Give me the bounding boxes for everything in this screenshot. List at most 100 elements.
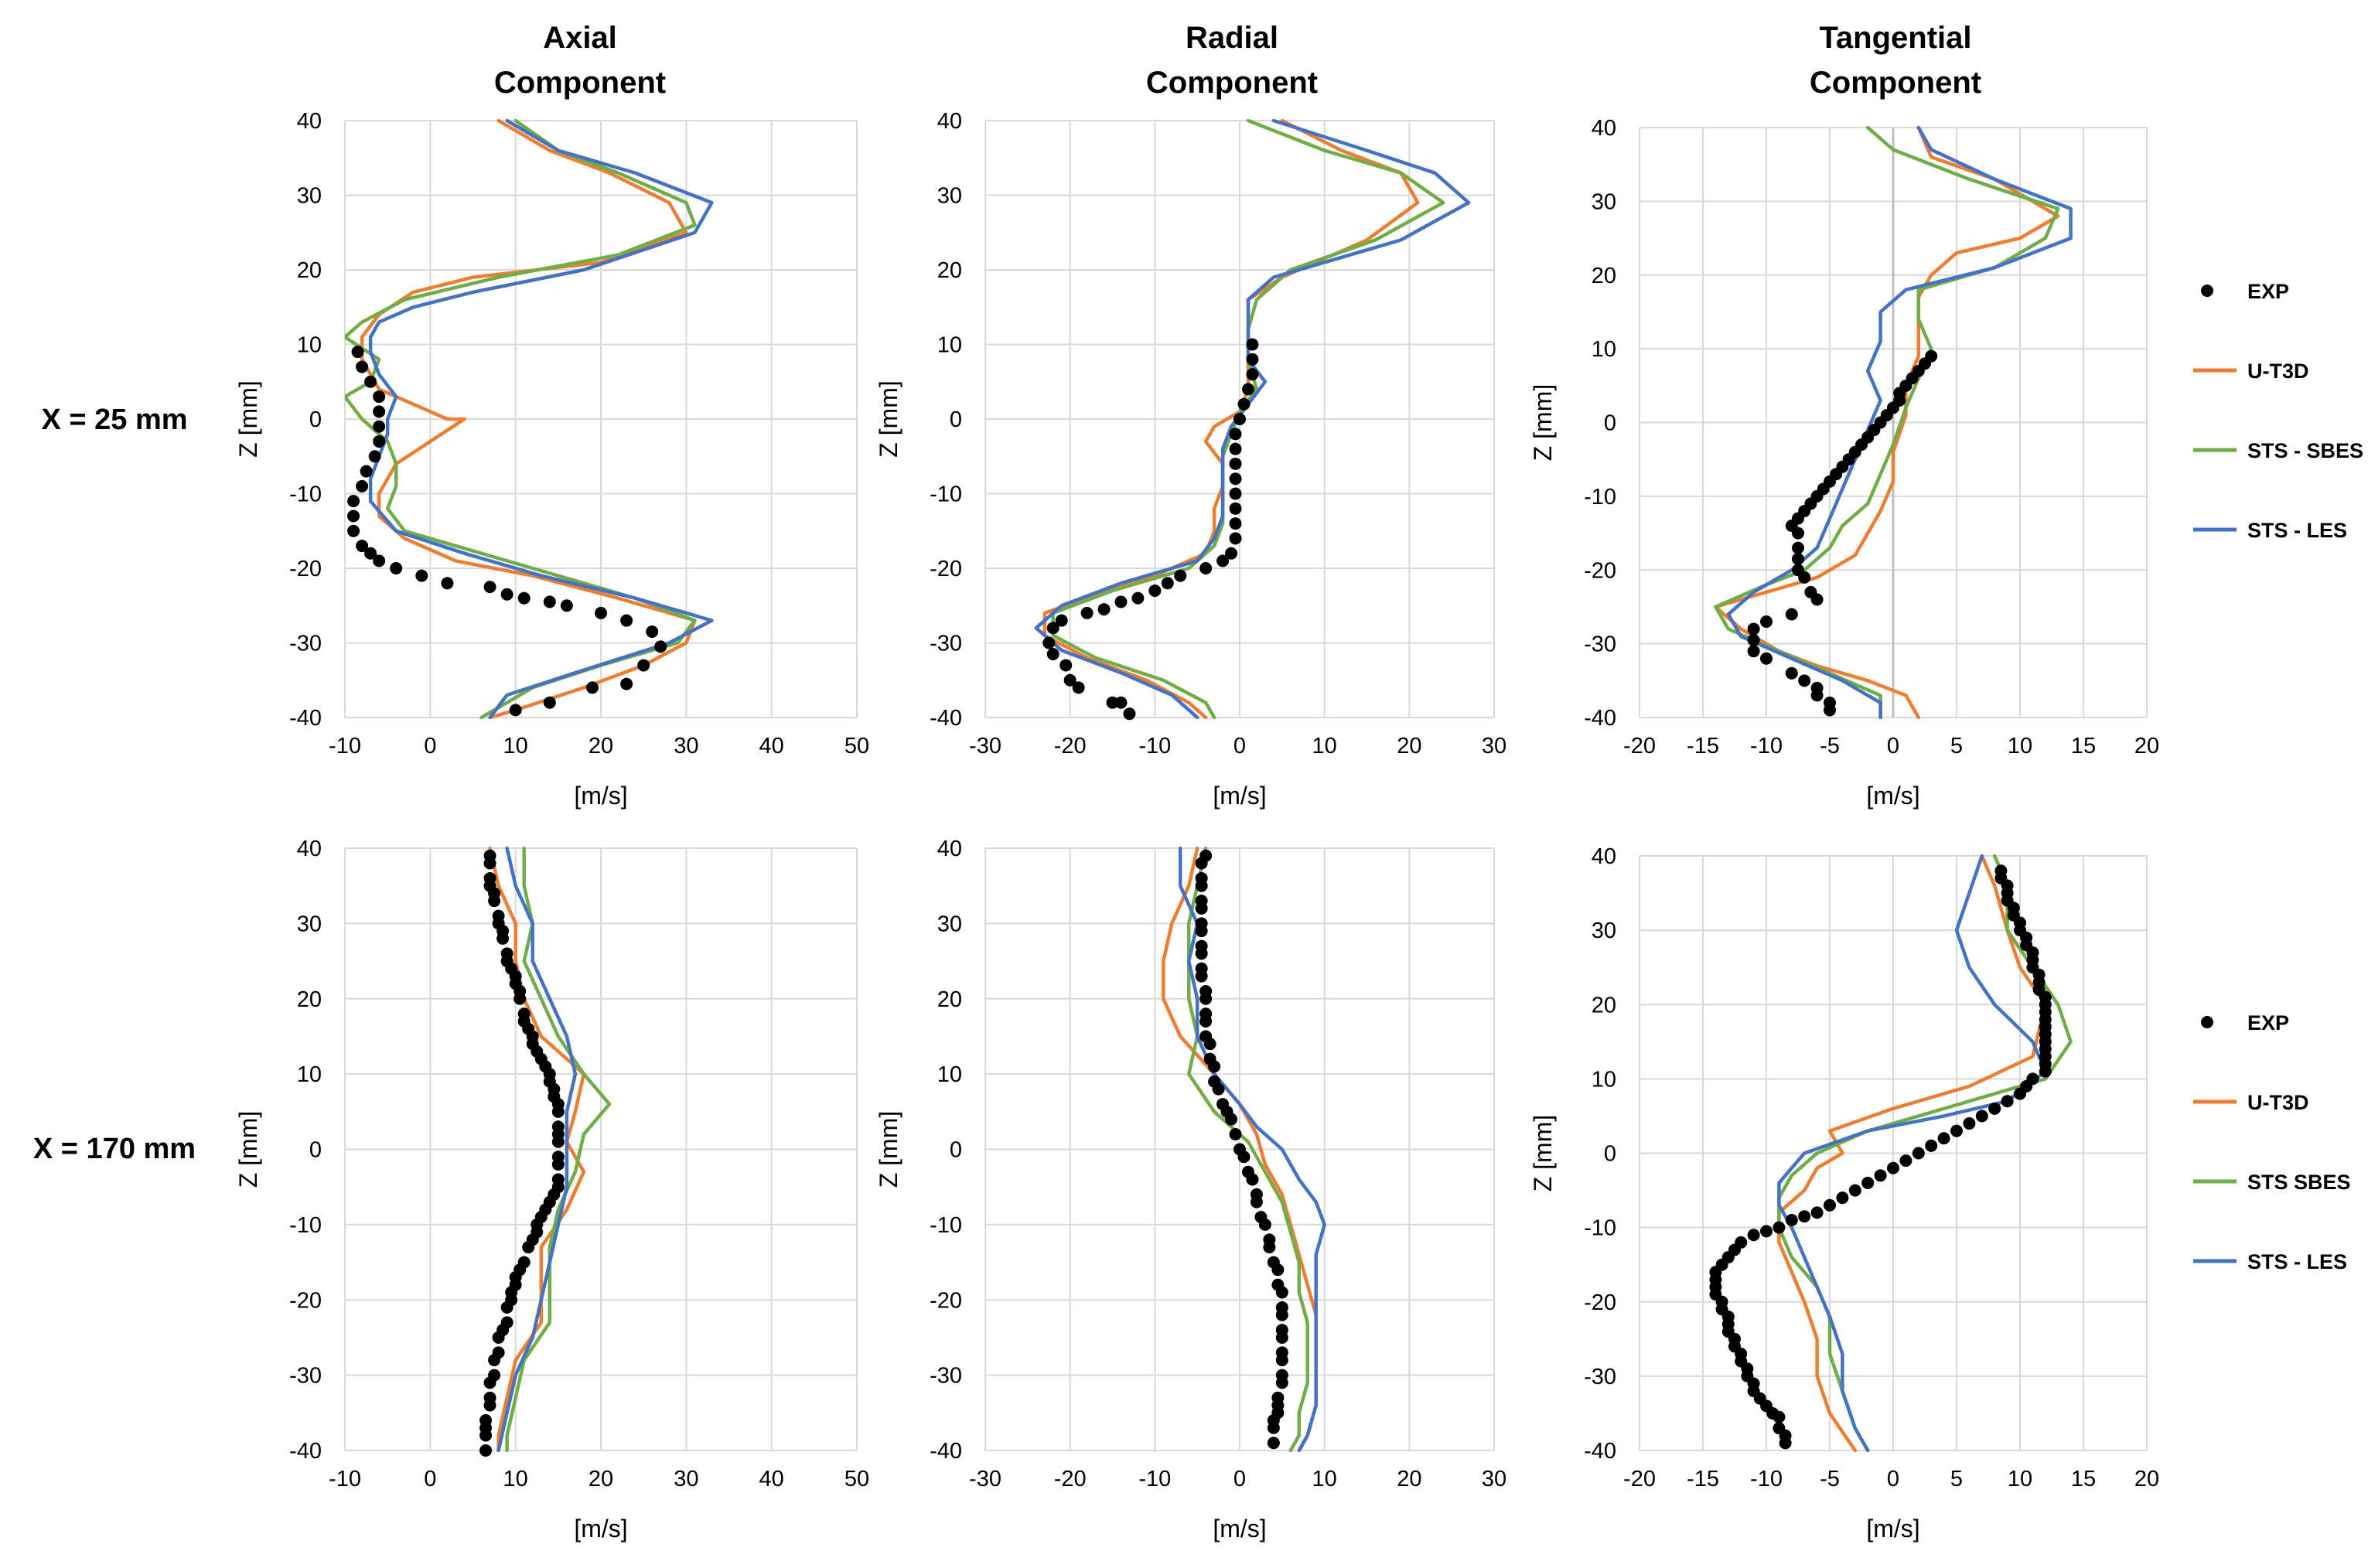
exp-point <box>1792 527 1804 540</box>
y-tick-label: -10 <box>930 482 962 507</box>
x-tick-label: -10 <box>329 734 361 758</box>
exp-point <box>1275 1354 1288 1367</box>
exp-point <box>1785 1214 1798 1227</box>
exp-point <box>2039 1065 2052 1078</box>
x-tick-label: 15 <box>2071 1467 2096 1491</box>
y-tick-label: -10 <box>930 1213 962 1238</box>
exp-point <box>373 554 386 568</box>
x-tick-label: -20 <box>1623 1467 1656 1491</box>
exp-point <box>1950 1124 1963 1137</box>
y-tick-label: -20 <box>289 1288 322 1313</box>
exp-point <box>351 346 364 359</box>
exp-point <box>1798 571 1811 584</box>
exp-point <box>1195 925 1208 938</box>
exp-point <box>646 625 659 639</box>
exp-point <box>517 591 531 605</box>
exp-point <box>1798 674 1811 687</box>
col-title-axial-line2: Component <box>494 66 666 100</box>
legend-label: STS SBES <box>2247 1171 2351 1194</box>
exp-point <box>1848 1184 1861 1197</box>
y-tick-label: 10 <box>1592 1067 1616 1092</box>
exp-point <box>1195 970 1208 983</box>
legend-item-exp: EXP <box>2201 280 2289 303</box>
exp-point <box>1225 1113 1238 1126</box>
y-tick-label: 0 <box>1604 411 1616 436</box>
y-tick-label: -40 <box>1584 1439 1616 1464</box>
legend-marker <box>2201 285 2213 297</box>
x-tick-label: 10 <box>1312 734 1337 758</box>
exp-point <box>390 562 403 574</box>
exp-point <box>1824 1198 1836 1212</box>
chart-axial-x170: -10 0 10 20 30 40 50 -40 -30 -20 -10 0 10 20 30 40 [m/s]… <box>234 837 869 1542</box>
x-tick-label: 0 <box>1233 1467 1246 1491</box>
exp-point <box>1792 552 1804 565</box>
x-tick-label: 5 <box>1950 734 1963 758</box>
y-tick-label: 20 <box>937 987 962 1012</box>
y-tick-label: -20 <box>930 1288 962 1313</box>
y-tick-label: 40 <box>937 109 962 134</box>
y-tick-label: 40 <box>1592 116 1616 141</box>
exp-point <box>1899 1154 1912 1167</box>
y-tick-label: -10 <box>289 1213 322 1238</box>
y-tick-label: -20 <box>289 557 322 581</box>
series-line-sts-les <box>496 847 578 1452</box>
series-line-sts-sbes <box>345 119 697 719</box>
series-line-sts-les <box>1777 854 2048 1452</box>
exp-point <box>1810 593 1824 606</box>
exp-point <box>364 375 377 388</box>
exp-point <box>483 581 496 594</box>
legend-item-sts-les: STS - LES <box>2193 519 2347 542</box>
exp-point <box>479 1429 493 1442</box>
exp-point <box>415 569 428 582</box>
chart-radial-x170: -30 -20 -10 0 10 20 30 -40 -30 -20 -10 0 10 20 30 40 [m/… <box>875 837 1506 1542</box>
col-title-radial-line1: Radial <box>1186 21 1278 55</box>
y-tick-label: 0 <box>1604 1142 1616 1167</box>
exp-point <box>1267 1421 1280 1434</box>
exp-point <box>1229 442 1242 455</box>
x-tick-label: 30 <box>674 1467 698 1491</box>
x-tick-label: -20 <box>1623 734 1656 758</box>
exp-point <box>595 606 607 619</box>
exp-point <box>522 1241 535 1254</box>
x-tick-label: 40 <box>759 1467 784 1491</box>
exp-point <box>1779 1437 1792 1450</box>
y-tick-label: -30 <box>1584 632 1616 657</box>
exp-point <box>1760 1225 1773 1238</box>
x-tick-label: 10 <box>1312 1467 1337 1491</box>
exp-point <box>1106 696 1119 709</box>
x-tick-label: 10 <box>503 1467 528 1491</box>
exp-point <box>347 495 360 508</box>
chart-tangential-x170: -20 -15 -10 -5 0 5 10 15 20 -40 -30 -20 -10 0 10 20 30 40… <box>1529 844 2159 1542</box>
x-tick-label: 10 <box>2008 734 2032 758</box>
y-tick-label: -10 <box>1584 485 1616 510</box>
exp-point <box>483 857 496 870</box>
exp-point <box>509 704 522 717</box>
exp-point <box>1229 532 1242 545</box>
y-tick-label: -30 <box>930 632 962 656</box>
chart-axial-x25: -10 0 10 20 30 40 50 -40 -30 -20 -10 0 10 20 30 40 [m/s]… <box>234 109 869 810</box>
y-axis-label: Z [mm] <box>1529 384 1557 462</box>
y-tick-label: -40 <box>1584 706 1616 731</box>
y-tick-label: 20 <box>1592 264 1616 288</box>
x-tick-label: -15 <box>1687 734 1719 758</box>
exp-point <box>1199 562 1213 574</box>
y-tick-label: 0 <box>309 407 322 432</box>
exp-point <box>1963 1117 1976 1130</box>
series-line-sts-sbes <box>505 847 612 1452</box>
series-line-u-t3d <box>1777 854 2048 1452</box>
exp-point <box>1925 1139 1938 1152</box>
exp-point <box>373 420 386 433</box>
exp-point <box>1760 652 1773 665</box>
y-tick-label: 0 <box>950 407 962 432</box>
series-line-sts-les <box>368 119 714 719</box>
y-tick-label: -20 <box>930 557 962 581</box>
y-tick-label: -30 <box>289 632 322 656</box>
legend-item-u-t3d: U-T3D <box>2193 360 2309 383</box>
y-tick-label: -40 <box>930 706 962 731</box>
series-line-u-t3d <box>488 847 586 1452</box>
x-tick-label: 20 <box>589 1467 613 1491</box>
exp-point <box>1203 1038 1216 1051</box>
x-tick-label: 20 <box>2134 734 2159 758</box>
exp-point <box>1114 595 1128 608</box>
exp-point <box>1229 428 1242 441</box>
